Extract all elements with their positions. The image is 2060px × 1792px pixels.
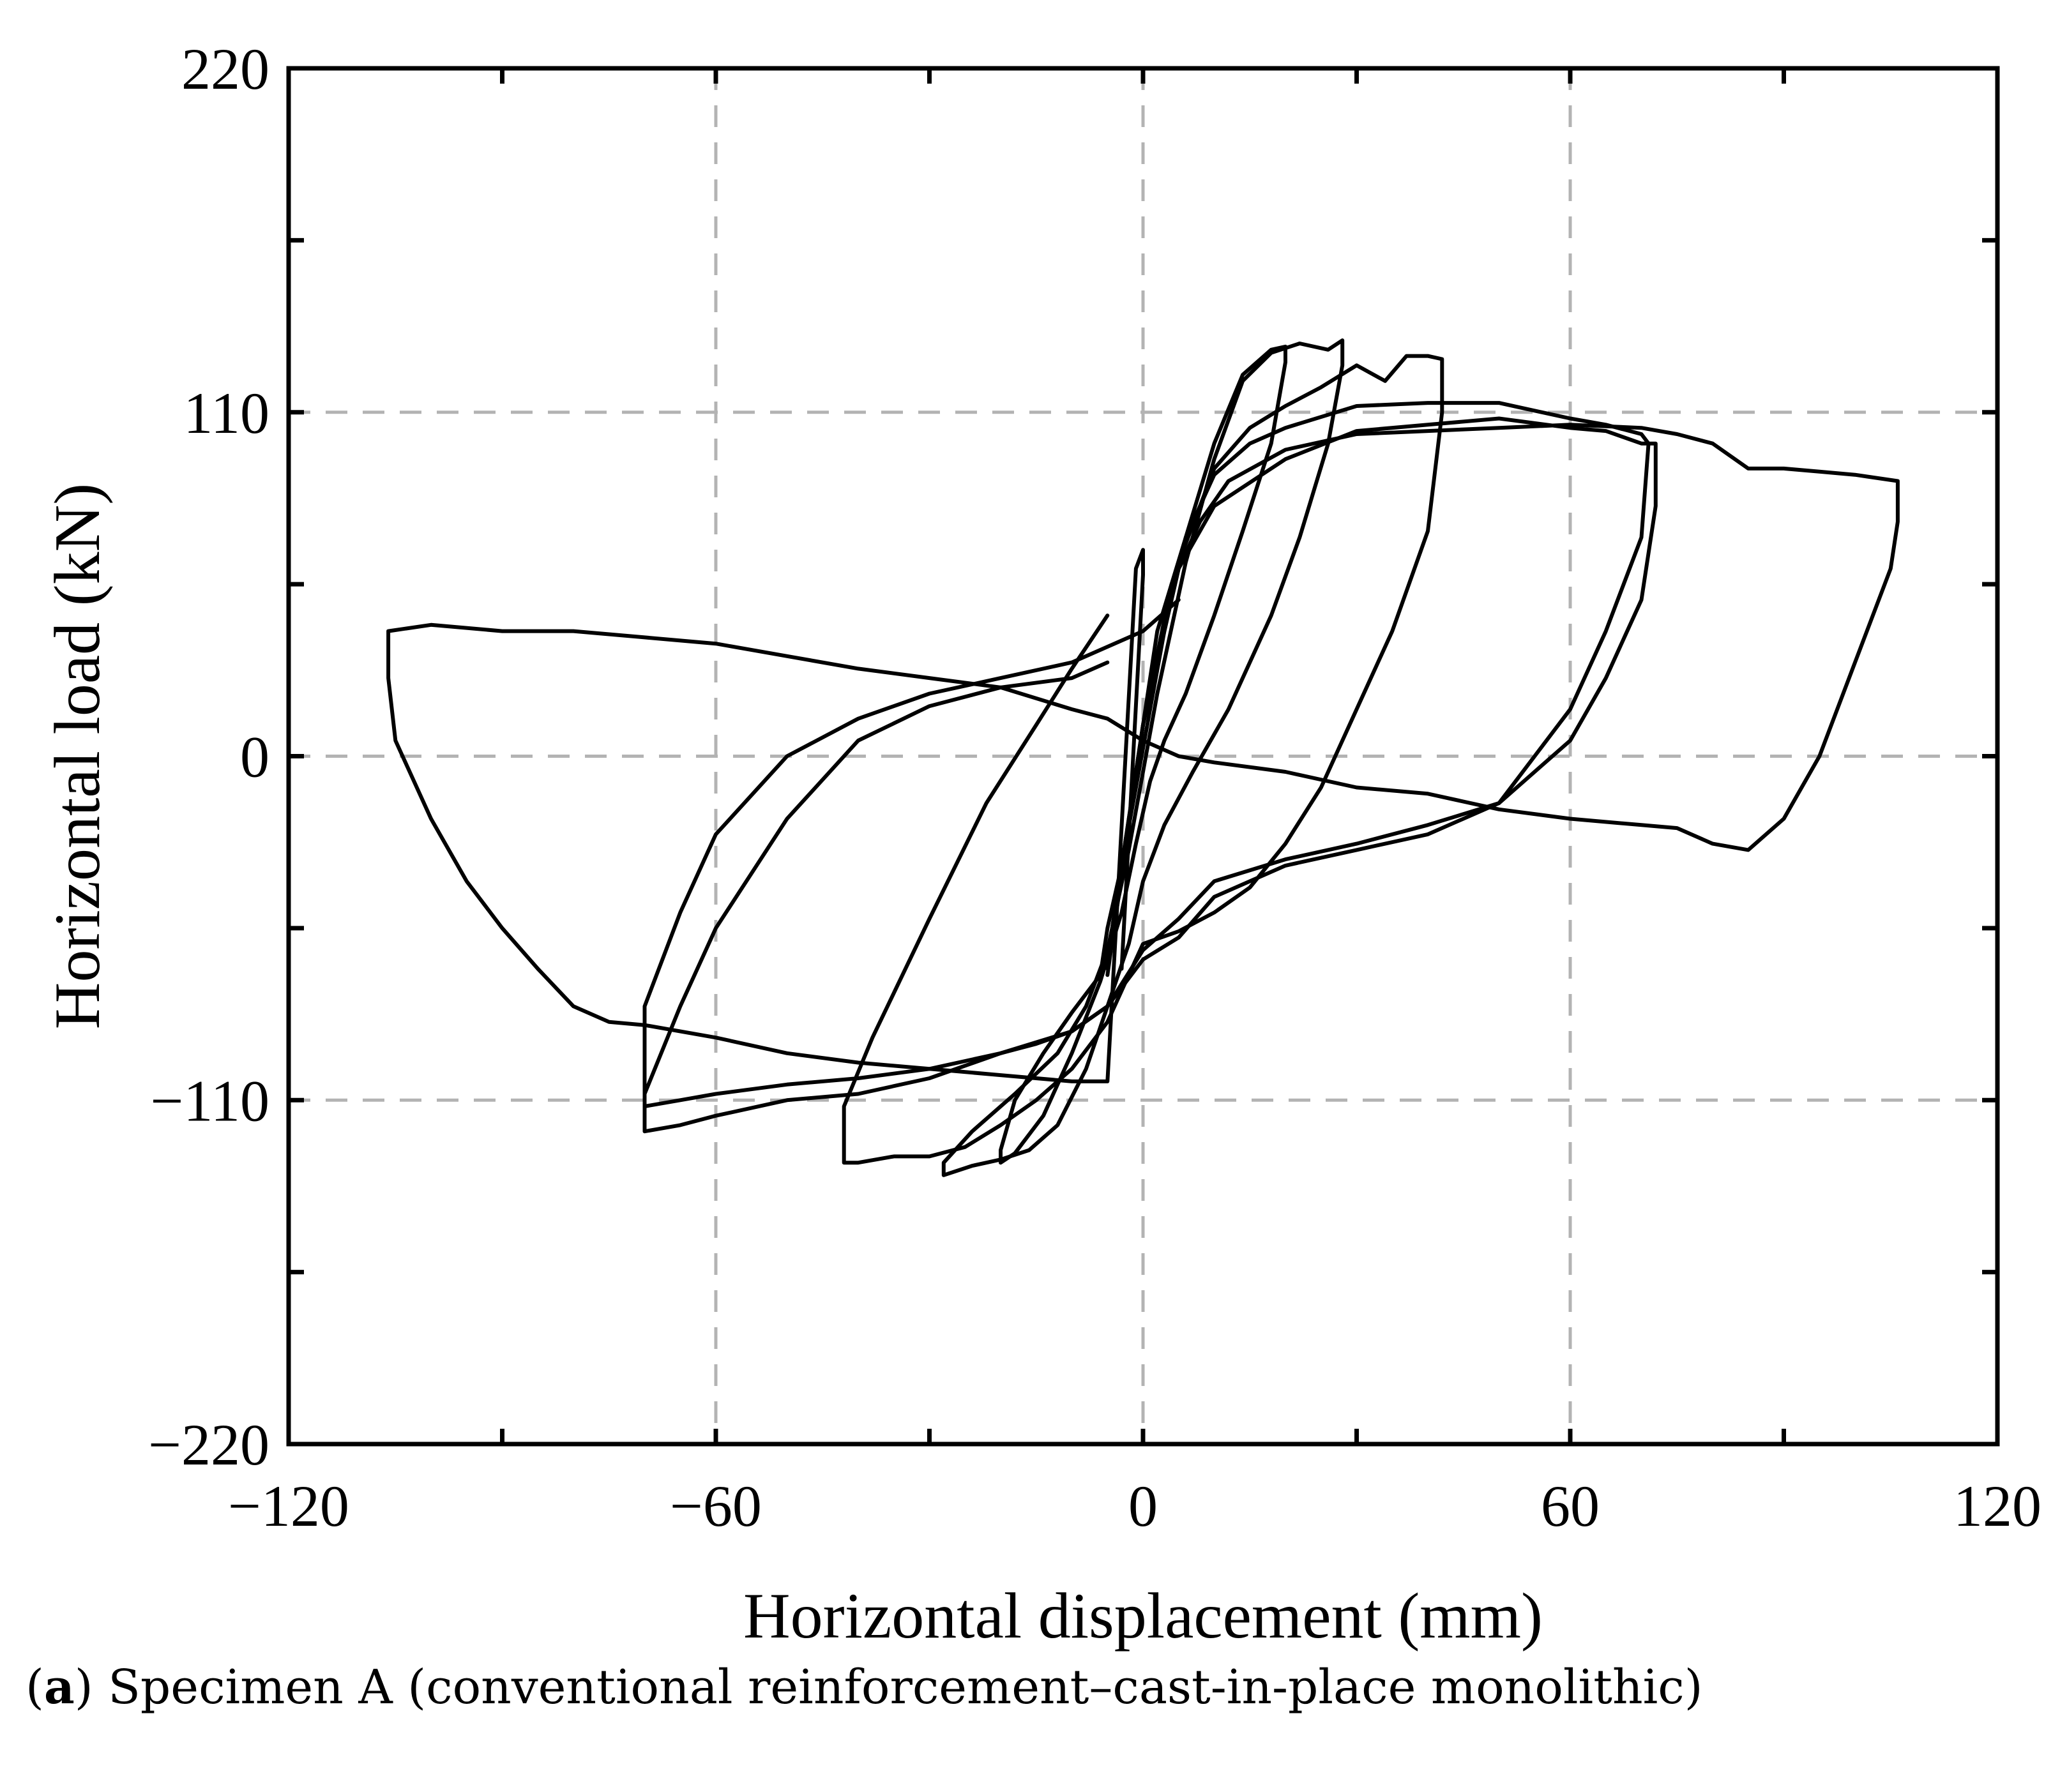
x-tick-label: 0 <box>1128 1473 1158 1539</box>
y-tick-label: −220 <box>148 1412 269 1477</box>
hysteresis-loop-4 <box>642 401 1651 1108</box>
caption-text: Specimen A (conventional reinforcement–c… <box>93 1660 1703 1715</box>
hysteresis-loop-3 <box>842 354 1444 1165</box>
caption-label: a <box>43 1660 75 1715</box>
y-tick-labels: −220 −110 0 110 220 <box>148 36 269 1477</box>
y-tick-label: 0 <box>240 725 269 790</box>
axis-ticks <box>286 66 2000 1447</box>
hysteresis-loop-5 <box>642 416 1658 1134</box>
y-axis-label: Horizontal load (kN) <box>42 483 114 1029</box>
x-tick-label: 60 <box>1541 1473 1600 1539</box>
figure-caption: (a) Specimen A (conventional reinforceme… <box>26 1660 1703 1715</box>
y-tick-label: −110 <box>151 1068 269 1133</box>
x-axis-label: Horizontal displacement (mm) <box>743 1580 1543 1652</box>
hysteresis-loop-2 <box>941 338 1345 1177</box>
hysteresis-chart: −120 −60 0 60 120 −220 −110 0 110 220 Horizontal… <box>42 36 2041 1652</box>
x-tick-label: −120 <box>228 1473 349 1539</box>
x-tick-labels: −120 −60 0 60 120 <box>228 1473 2041 1539</box>
y-tick-label: 110 <box>183 380 269 446</box>
hysteresis-curves <box>386 338 1900 1177</box>
x-tick-label: −60 <box>670 1473 762 1539</box>
y-tick-label: 220 <box>181 36 269 102</box>
x-tick-label: 120 <box>1953 1473 2041 1539</box>
hysteresis-loop-6 <box>386 423 1900 1083</box>
